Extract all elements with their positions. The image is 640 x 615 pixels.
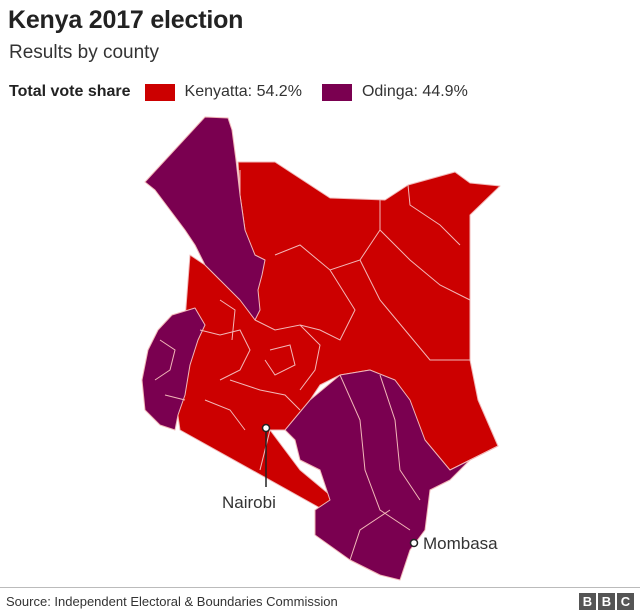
mombasa-marker — [409, 538, 419, 548]
chart-subtitle: Results by county — [9, 42, 159, 63]
bbc-logo-b1: B — [579, 593, 596, 610]
region-odinga-turkana — [144, 116, 266, 321]
legend-swatch-kenyatta — [144, 83, 175, 101]
chart-title: Kenya 2017 election — [8, 6, 244, 34]
bbc-logo-c: C — [617, 593, 634, 610]
footer-divider — [0, 587, 640, 588]
legend-swatch-odinga — [321, 83, 352, 101]
mombasa-label: Mombasa — [423, 534, 498, 553]
nairobi-marker — [261, 423, 271, 487]
legend: Total vote share Kenyatta: 54.2% Odinga:… — [9, 80, 488, 104]
bbc-logo: B B C — [579, 593, 634, 610]
bbc-logo-b2: B — [598, 593, 615, 610]
region-odinga-east — [284, 369, 499, 581]
legend-label: Total vote share — [9, 83, 131, 100]
source-text: Source: Independent Electoral & Boundari… — [6, 594, 338, 609]
region-odinga-west — [141, 307, 206, 431]
legend-item-odinga: Odinga: 44.9% — [361, 83, 468, 100]
legend-item-kenyatta: Kenyatta: 54.2% — [184, 83, 302, 100]
nairobi-label: Nairobi — [222, 493, 276, 512]
